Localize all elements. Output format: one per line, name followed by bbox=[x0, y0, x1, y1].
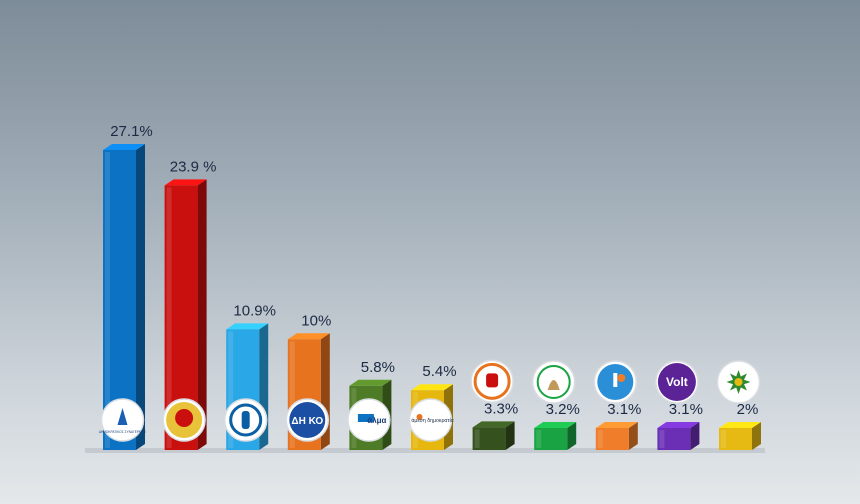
bars-layer: 27.1% ΔΗΜΟΚΡΑΤΙΚΟΣ ΣΥΝΑΓΕΡΜΟΣ 23.9 % 10.9% 1… bbox=[85, 123, 765, 453]
alma-logo: άλμα bbox=[347, 398, 391, 442]
bar-3: 10.9% bbox=[223, 302, 276, 450]
bar-top bbox=[595, 422, 638, 428]
value-label: 27.1% bbox=[110, 123, 153, 140]
logo-ring bbox=[536, 365, 571, 399]
fist-shape bbox=[486, 373, 499, 388]
logo-figure bbox=[613, 373, 618, 387]
bar-front bbox=[719, 428, 752, 450]
bar-9: 3.1% bbox=[593, 360, 641, 450]
bar-side bbox=[567, 422, 577, 450]
bar-6: 5.4% άμεση δημοκρατία bbox=[408, 363, 457, 450]
bar-top bbox=[534, 422, 577, 428]
value-label: 5.4% bbox=[422, 363, 456, 380]
bar-top bbox=[164, 179, 207, 186]
value-label: 2% bbox=[737, 401, 759, 418]
bar-top bbox=[472, 421, 515, 428]
bar-highlight bbox=[721, 430, 726, 448]
logo-text: άλμα bbox=[367, 416, 386, 425]
star-seal-logo bbox=[716, 360, 761, 404]
bar-side bbox=[197, 179, 207, 450]
logo-text: ΔΗ ΚΟ bbox=[291, 416, 323, 427]
bar-front bbox=[657, 428, 691, 450]
bar-front bbox=[472, 427, 506, 450]
bar-7: 3.3% bbox=[470, 359, 518, 450]
volt-disc bbox=[657, 363, 696, 401]
bar-top bbox=[226, 323, 269, 330]
bar-4: 10% ΔΗ ΚΟ bbox=[285, 312, 331, 450]
bar-highlight bbox=[474, 429, 480, 448]
bar-side bbox=[136, 144, 145, 450]
logo-inner bbox=[289, 402, 326, 438]
bar-highlight bbox=[105, 152, 110, 448]
edek-fist-logo bbox=[470, 359, 514, 404]
bar-top bbox=[411, 384, 453, 391]
bar-highlight bbox=[166, 187, 172, 448]
logo-emblem bbox=[241, 411, 250, 429]
bar-5: 5.8% άλμα bbox=[347, 359, 395, 450]
bar-highlight bbox=[597, 430, 603, 448]
akel-logo bbox=[162, 398, 206, 442]
value-label: 5.8% bbox=[361, 359, 395, 376]
value-label: 3.2% bbox=[546, 401, 580, 418]
bar-highlight bbox=[536, 430, 542, 448]
logo-disc bbox=[408, 398, 453, 442]
bar-top bbox=[287, 333, 330, 340]
value-label: 3.1% bbox=[607, 401, 641, 418]
diko-logo: ΔΗ ΚΟ bbox=[285, 398, 330, 442]
bar-top bbox=[719, 422, 761, 428]
bar-top bbox=[103, 144, 145, 150]
bar-front bbox=[595, 428, 629, 450]
bar-2: 23.9 % bbox=[162, 158, 217, 450]
bar-10: 3.1% Volt bbox=[655, 360, 703, 450]
bar-8: 3.2% bbox=[531, 360, 580, 450]
disy-logo: ΔΗΜΟΚΡΑΤΙΚΟΣ ΣΥΝΑΓΕΡΜΟΣ bbox=[99, 398, 146, 442]
value-label: 3.3% bbox=[484, 400, 518, 417]
dipa-logo bbox=[531, 360, 576, 404]
logo-text: ΔΗΜΟΚΡΑΤΙΚΟΣ ΣΥΝΑΓΕΡΜΟΣ bbox=[99, 430, 146, 434]
ecologists-logo bbox=[593, 360, 638, 404]
floor-shadow bbox=[85, 448, 765, 453]
logo-center bbox=[734, 378, 743, 386]
bar-highlight bbox=[289, 341, 295, 448]
logo-ring bbox=[473, 362, 511, 400]
bar-1: 27.1% ΔΗΜΟΚΡΑΤΙΚΟΣ ΣΥΝΑΓΕΡΜΟΣ bbox=[99, 123, 153, 450]
volt-logo: Volt bbox=[655, 360, 699, 404]
bar-highlight bbox=[228, 331, 234, 448]
logo-dot bbox=[416, 414, 423, 420]
logo-figure bbox=[547, 380, 560, 390]
bar-highlight bbox=[659, 430, 665, 448]
logo-center bbox=[175, 409, 194, 427]
bar-side bbox=[752, 422, 761, 450]
bar-side bbox=[628, 422, 638, 450]
logo-dot bbox=[617, 374, 626, 382]
logo-text: Volt bbox=[666, 375, 688, 389]
bar-side bbox=[690, 422, 700, 450]
bar-top bbox=[657, 422, 700, 428]
value-label: 10% bbox=[301, 312, 331, 329]
value-label: 3.1% bbox=[669, 401, 703, 418]
bar-11: 2% bbox=[716, 360, 761, 450]
bar-top bbox=[349, 379, 392, 386]
bar-side bbox=[505, 421, 515, 450]
logo-emblem bbox=[117, 408, 128, 425]
elam-logo bbox=[223, 398, 268, 442]
value-label: 10.9% bbox=[233, 302, 276, 319]
bar-front bbox=[534, 428, 568, 450]
logo-text: άμεση δημοκρατία bbox=[411, 417, 453, 424]
logo-shape bbox=[357, 414, 374, 422]
value-label: 23.9 % bbox=[170, 158, 217, 175]
ameso-logo: άμεση δημοκρατία bbox=[408, 398, 454, 442]
